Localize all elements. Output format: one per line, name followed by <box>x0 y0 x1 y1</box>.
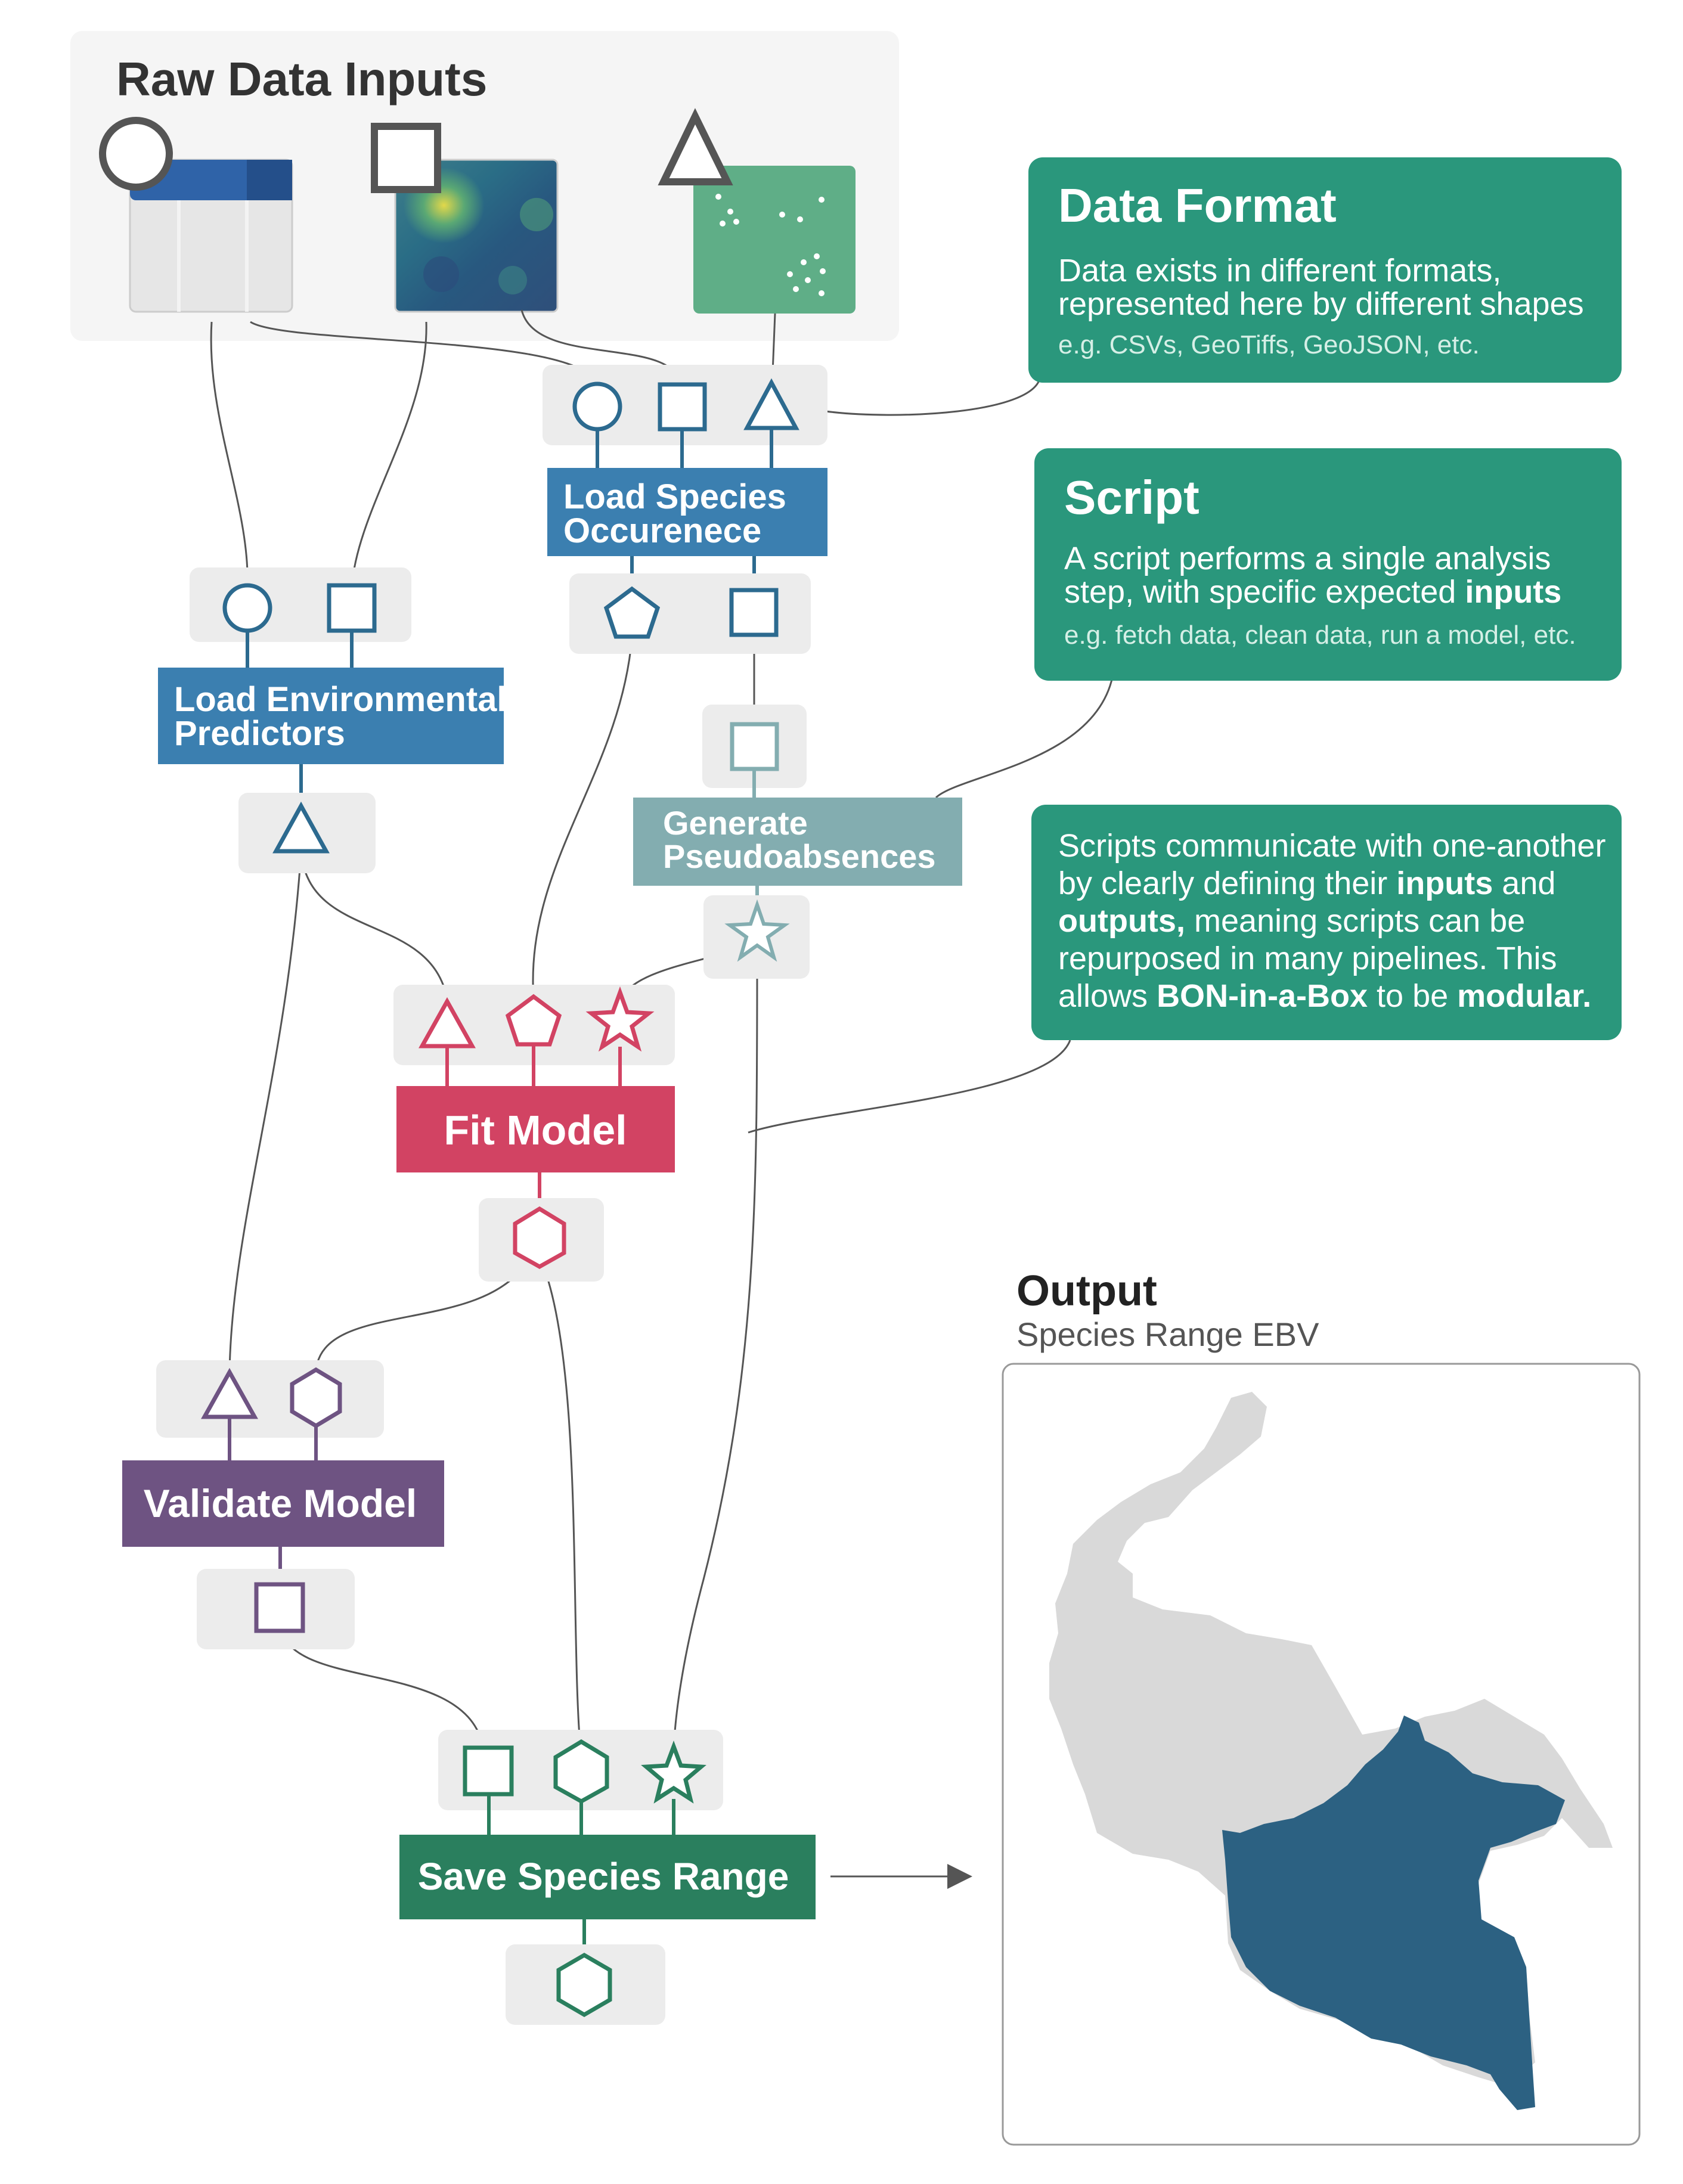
callout-modular-line5-d: modular. <box>1457 978 1591 1014</box>
callout-modular-line2-b: inputs <box>1396 865 1493 901</box>
callout-modular-line4: repurposed in many pipelines. This <box>1058 941 1557 976</box>
pseudo-label-2: Pseudoabsences <box>663 837 936 875</box>
save-input-square-port[interactable] <box>463 1745 514 1797</box>
raw-data-inputs-panel: Raw Data Inputs <box>70 31 899 341</box>
callout-modular: Scripts communicate with one-another by … <box>1031 805 1622 1040</box>
callout-modular-line5-b: BON-in-a-Box <box>1157 978 1368 1014</box>
triangle-format-icon <box>658 108 733 185</box>
callout-script-line2-bold: inputs <box>1465 574 1561 610</box>
callout-data-format-line1: Data exists in different formats, <box>1058 253 1501 288</box>
callout-modular-line5-a: allows <box>1058 978 1157 1014</box>
points-icon <box>693 166 856 314</box>
pseudo-output-star-port[interactable] <box>724 899 790 962</box>
load-species-label-2: Occurenece <box>563 511 761 550</box>
pseudo-box[interactable] <box>633 798 962 886</box>
callout-script-line2-text: step, with specific expected <box>1064 574 1465 610</box>
output-subtitle: Species Range EBV <box>1016 1316 1319 1353</box>
load-species-box[interactable] <box>547 468 827 556</box>
env-input-circle-port[interactable] <box>222 583 272 633</box>
callout-data-format-example: e.g. CSVs, GeoTiffs, GeoJSON, etc. <box>1058 330 1480 359</box>
output-title: Output <box>1016 1267 1157 1315</box>
fit-input-star-port[interactable] <box>585 986 655 1052</box>
connection-wires <box>210 309 1113 1889</box>
env-input-square-port[interactable] <box>327 583 377 633</box>
load-species-label-1: Load Species <box>563 477 786 516</box>
validate-model-label: Validate Model <box>144 1481 417 1525</box>
load-env-label-2: Predictors <box>174 714 345 753</box>
callout-modular-line3-a: outputs, <box>1058 903 1185 939</box>
callout-modular-line2-a: by clearly defining their <box>1058 865 1396 901</box>
callout-script-line1: A script performs a single analysis <box>1064 541 1551 576</box>
load-env-box[interactable] <box>158 668 504 764</box>
validate-model-box[interactable] <box>122 1460 444 1547</box>
species-input-square-port[interactable] <box>658 382 707 432</box>
pseudo-input-square-port[interactable] <box>730 722 779 771</box>
validate-output-square-port[interactable] <box>254 1582 305 1633</box>
csv-table-icon <box>129 159 293 313</box>
callout-modular-line1: Scripts communicate with one-another <box>1058 828 1605 864</box>
node-load-species-occurrence[interactable]: Load Species Occurenece <box>543 365 827 654</box>
species-output-square-port[interactable] <box>729 588 779 637</box>
pseudo-label-1: Generate <box>663 804 808 842</box>
output-panel: Output Species Range EBV <box>1002 1267 1641 2146</box>
save-output-hexagon-port[interactable] <box>556 1952 612 2018</box>
species-output-pentagon-port[interactable] <box>603 586 661 639</box>
save-input-star-port[interactable] <box>641 1741 706 1804</box>
callout-script-line2: step, with specific expected inputs <box>1064 574 1561 610</box>
save-range-label: Save Species Range <box>418 1855 789 1898</box>
callout-modular-line2-c: and <box>1493 865 1555 901</box>
fit-model-box[interactable] <box>396 1086 675 1172</box>
callout-modular-line5-c: to be <box>1368 978 1457 1014</box>
callout-script-title: Script <box>1064 471 1200 524</box>
callout-script: Script A script performs a single analys… <box>1034 448 1622 681</box>
node-load-environmental-predictors[interactable]: Load Environmental Predictors <box>158 567 507 873</box>
callout-script-example: e.g. fetch data, clean data, run a model… <box>1064 621 1576 650</box>
species-range-blue <box>1222 1715 1565 2110</box>
callout-modular-line3-b: meaning scripts can be <box>1185 903 1525 939</box>
save-range-box[interactable] <box>399 1835 816 1919</box>
save-input-hexagon-port[interactable] <box>553 1739 609 1804</box>
square-format-icon <box>371 123 441 193</box>
callout-data-format-line2: represented here by different shapes <box>1058 286 1584 322</box>
circle-format-icon <box>99 117 173 191</box>
node-generate-pseudoabsences[interactable]: Generate Pseudoabsences <box>633 705 962 979</box>
node-validate-model[interactable]: Validate Model <box>122 1360 444 1649</box>
raster-icon <box>394 159 559 313</box>
validate-input-hexagon-port[interactable] <box>290 1367 342 1429</box>
callout-data-format: Data Format Data exists in different for… <box>1028 157 1622 383</box>
env-output-triangle-port[interactable] <box>272 801 330 854</box>
node-save-species-range[interactable]: Save Species Range <box>399 1730 816 2025</box>
load-env-label-1: Load Environmental <box>174 680 507 719</box>
callout-modular-line5: allows BON-in-a-Box to be modular. <box>1058 978 1591 1014</box>
callout-data-format-title: Data Format <box>1058 179 1337 232</box>
callout-modular-line2: by clearly defining their inputs and <box>1058 865 1555 901</box>
raw-inputs-title: Raw Data Inputs <box>116 52 487 106</box>
species-input-circle-port[interactable] <box>572 381 622 432</box>
node-fit-model[interactable]: Fit Model <box>393 985 675 1282</box>
fit-output-hexagon-port[interactable] <box>513 1206 566 1270</box>
callout-modular-line3: outputs, meaning scripts can be <box>1058 903 1525 939</box>
fit-model-label: Fit Model <box>444 1107 627 1153</box>
